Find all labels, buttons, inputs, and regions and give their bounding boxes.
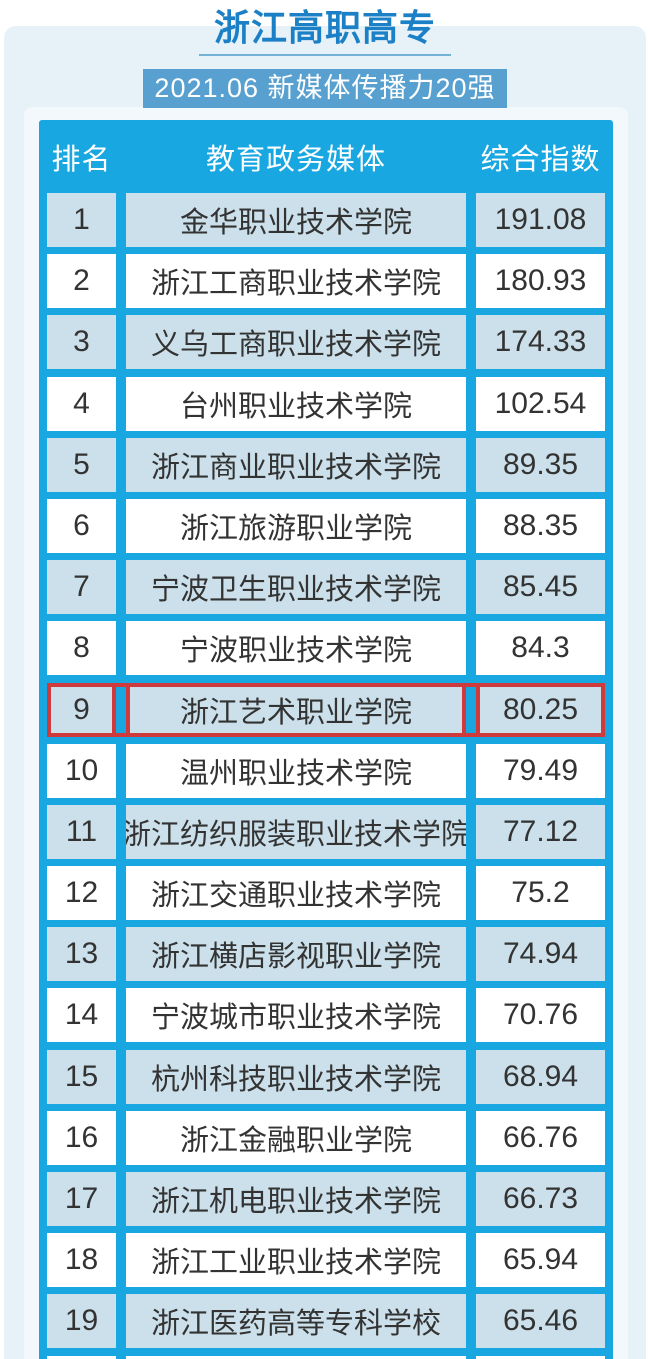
rank-cell: 8: [47, 621, 116, 676]
score-cell: 174.33: [476, 315, 605, 370]
rank-cell: 2: [47, 254, 116, 309]
rank-cell: 6: [47, 498, 116, 553]
rank-cell: 13: [47, 927, 116, 982]
rank-cell: 19: [47, 1294, 116, 1349]
column-header-media: 教育政务媒体: [205, 143, 386, 176]
column-header-rank: 排名: [51, 143, 112, 176]
score-cell: 89.35: [476, 437, 605, 492]
school-cell: [126, 1355, 466, 1359]
rank-cell: 11: [47, 804, 116, 859]
rank-cell: 7: [47, 560, 116, 615]
score-cell: 85.45: [476, 560, 605, 615]
table-row-partial: [47, 1355, 605, 1359]
score-cell: 70.76: [476, 988, 605, 1043]
table-row: 17 浙江机电职业技术学院 66.73: [47, 1172, 605, 1226]
table-row: 9 浙江艺术职业学院 80.25: [47, 682, 605, 737]
rank-cell: 15: [47, 1049, 116, 1104]
school-cell: 浙江工业职业技术学院: [126, 1233, 466, 1288]
score-cell: 191.08: [476, 193, 605, 247]
school-cell: 金华职业技术学院: [126, 193, 466, 247]
table-row: 12 浙江交通职业技术学院 75.2: [47, 866, 605, 921]
rank-cell: 5: [47, 437, 116, 492]
title-underline: [199, 54, 451, 56]
table-row: 5 浙江商业职业技术学院 89.35: [47, 437, 605, 492]
table-row: 13 浙江横店影视职业学院 74.94: [47, 927, 605, 982]
table-row: 14 宁波城市职业技术学院 70.76: [47, 988, 605, 1043]
score-cell: 80.25: [476, 682, 605, 737]
score-cell: 84.3: [476, 621, 605, 676]
table-row: 2 浙江工商职业技术学院 180.93: [47, 254, 605, 309]
school-cell: 浙江交通职业技术学院: [126, 866, 466, 921]
school-cell: 浙江纺织服装职业技术学院: [126, 804, 466, 859]
school-cell: 浙江横店影视职业学院: [126, 927, 466, 982]
table-row: 16 浙江金融职业学院 66.76: [47, 1110, 605, 1165]
school-cell: 浙江工商职业技术学院: [126, 254, 466, 309]
table-body: 1 金华职业技术学院 191.08 2 浙江工商职业技术学院 180.93 3 …: [47, 193, 605, 1359]
table-row: 7 宁波卫生职业技术学院 85.45: [47, 560, 605, 615]
column-header-index: 综合指数: [480, 143, 601, 176]
school-cell: 宁波城市职业技术学院: [126, 988, 466, 1043]
score-cell: 68.94: [476, 1049, 605, 1104]
score-cell: 65.94: [476, 1233, 605, 1288]
rank-cell: 1: [47, 193, 116, 247]
school-cell: 温州职业技术学院: [126, 743, 466, 798]
school-cell: 浙江医药高等专科学校: [126, 1294, 466, 1349]
school-cell: 浙江金融职业学院: [126, 1110, 466, 1165]
school-cell: 义乌工商职业技术学院: [126, 315, 466, 370]
rank-cell: 4: [47, 376, 116, 431]
rank-cell: 12: [47, 866, 116, 921]
school-cell: 宁波职业技术学院: [126, 621, 466, 676]
table-row: 15 杭州科技职业技术学院 68.94: [47, 1049, 605, 1104]
school-cell: 浙江旅游职业学院: [126, 498, 466, 553]
score-cell: 102.54: [476, 376, 605, 431]
table-header-row: 排名 教育政务媒体 综合指数: [47, 120, 605, 193]
rank-cell: 14: [47, 988, 116, 1043]
ranking-table: 排名 教育政务媒体 综合指数 1 金华职业技术学院 191.08 2 浙江工商职…: [39, 120, 613, 1359]
page-subtitle: 2021.06 新媒体传播力20强: [143, 69, 507, 108]
score-cell: 65.46: [476, 1294, 605, 1349]
rank-cell: 17: [47, 1172, 116, 1226]
score-cell: 66.73: [476, 1172, 605, 1226]
score-cell: 66.76: [476, 1110, 605, 1165]
score-cell: [476, 1355, 605, 1359]
rank-cell: 16: [47, 1110, 116, 1165]
school-cell: 宁波卫生职业技术学院: [126, 560, 466, 615]
table-row: 1 金华职业技术学院 191.08: [47, 193, 605, 247]
rank-cell: [47, 1355, 116, 1359]
rank-cell: 9: [47, 682, 116, 737]
table-row: 19 浙江医药高等专科学校 65.46: [47, 1294, 605, 1349]
rank-cell: 10: [47, 743, 116, 798]
table-row: 6 浙江旅游职业学院 88.35: [47, 498, 605, 553]
table-row: 4 台州职业技术学院 102.54: [47, 376, 605, 431]
score-cell: 79.49: [476, 743, 605, 798]
score-cell: 75.2: [476, 866, 605, 921]
table-row: 18 浙江工业职业技术学院 65.94: [47, 1233, 605, 1288]
school-cell: 浙江机电职业技术学院: [126, 1172, 466, 1226]
table-row: 11 浙江纺织服装职业技术学院 77.12: [47, 804, 605, 859]
table-row: 10 温州职业技术学院 79.49: [47, 743, 605, 798]
school-cell: 浙江商业职业技术学院: [126, 437, 466, 492]
score-cell: 74.94: [476, 927, 605, 982]
score-cell: 77.12: [476, 804, 605, 859]
rank-cell: 3: [47, 315, 116, 370]
table-row: 8 宁波职业技术学院 84.3: [47, 621, 605, 676]
school-cell: 杭州科技职业技术学院: [126, 1049, 466, 1104]
school-cell: 台州职业技术学院: [126, 376, 466, 431]
page-title: 浙江高职高专: [213, 7, 436, 48]
school-cell: 浙江艺术职业学院: [126, 682, 466, 737]
table-row: 3 义乌工商职业技术学院 174.33: [47, 315, 605, 370]
score-cell: 180.93: [476, 254, 605, 309]
rank-cell: 18: [47, 1233, 116, 1288]
score-cell: 88.35: [476, 498, 605, 553]
